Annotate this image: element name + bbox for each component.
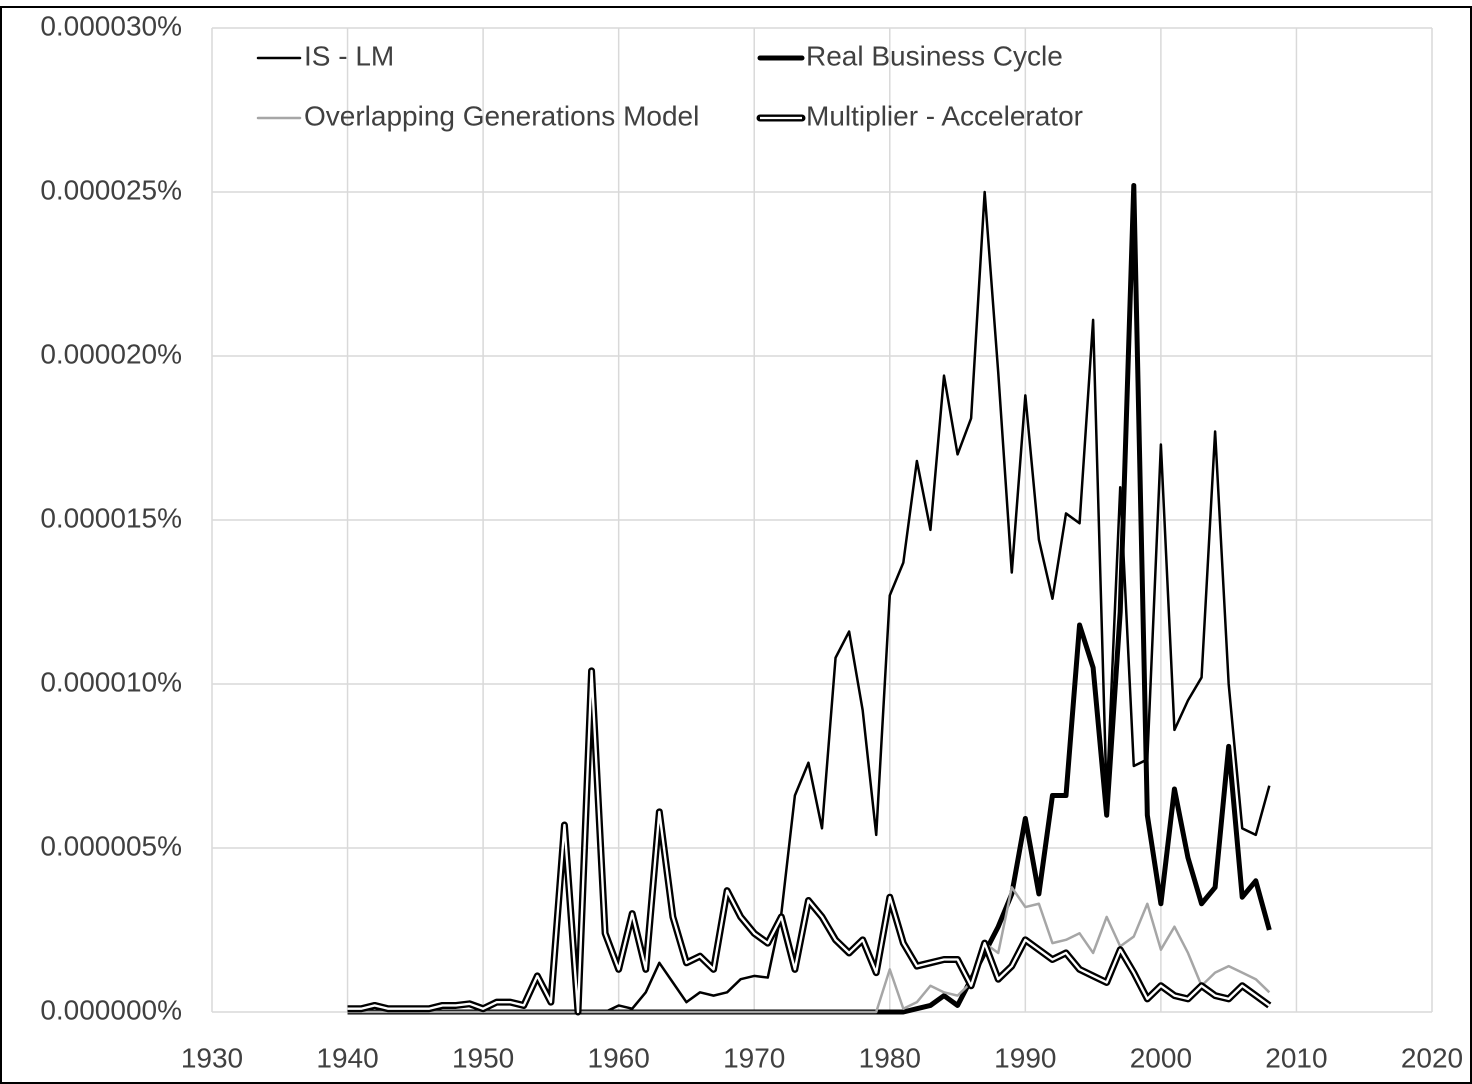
y-tick-label: 0.000020% — [40, 338, 182, 369]
y-tick-label: 0.000005% — [40, 830, 182, 861]
x-tick-label: 1950 — [452, 1042, 514, 1073]
chart-frame — [0, 6, 1472, 1084]
legend-label: Multiplier - Accelerator — [806, 100, 1083, 131]
x-tick-label: 1990 — [994, 1042, 1056, 1073]
x-tick-label: 1980 — [859, 1042, 921, 1073]
x-tick-label: 1930 — [181, 1042, 243, 1073]
series-line — [347, 182, 1272, 1015]
x-tick-label: 2010 — [1265, 1042, 1327, 1073]
series-line-inner — [347, 669, 1271, 1014]
y-tick-label: 0.000000% — [40, 994, 182, 1025]
legend-label: Overlapping Generations Model — [304, 100, 699, 131]
x-tick-label: 1970 — [723, 1042, 785, 1073]
x-tick-label: 1940 — [316, 1042, 378, 1073]
series-line — [347, 886, 1271, 1014]
y-tick-label: 0.000015% — [40, 502, 182, 533]
legend-label: IS - LM — [304, 40, 394, 71]
y-tick-label: 0.000025% — [40, 174, 182, 205]
y-tick-label: 0.000030% — [40, 10, 182, 41]
x-tick-label: 1960 — [588, 1042, 650, 1073]
x-tick-label: 2020 — [1401, 1042, 1463, 1073]
x-tick-label: 2000 — [1130, 1042, 1192, 1073]
legend-label: Real Business Cycle — [806, 40, 1063, 71]
y-tick-label: 0.000010% — [40, 666, 182, 697]
